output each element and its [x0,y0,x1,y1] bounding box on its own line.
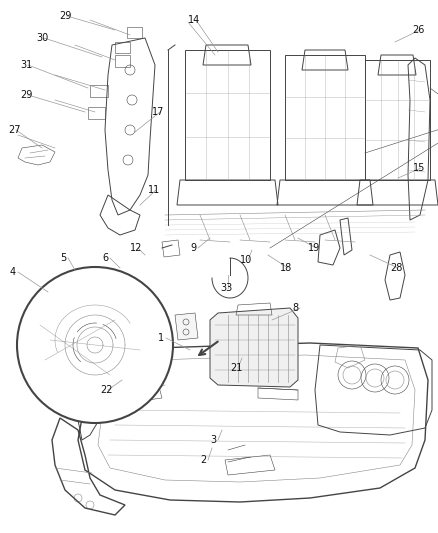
Text: 21: 21 [230,363,242,373]
Text: 2: 2 [200,455,206,465]
Text: 14: 14 [188,15,200,25]
Text: 19: 19 [308,243,320,253]
Text: 28: 28 [390,263,403,273]
Polygon shape [175,313,198,340]
Text: 18: 18 [280,263,292,273]
Text: 17: 17 [152,107,164,117]
Text: 22: 22 [100,385,113,395]
Text: 33: 33 [220,283,232,293]
Text: 6: 6 [102,253,108,263]
Text: 4: 4 [10,267,16,277]
Circle shape [17,267,173,423]
Text: 29: 29 [20,90,32,100]
Text: 30: 30 [36,33,48,43]
Text: 29: 29 [59,11,71,21]
Text: 10: 10 [240,255,252,265]
Text: 9: 9 [190,243,196,253]
Text: 12: 12 [130,243,142,253]
Text: 1: 1 [158,333,164,343]
Text: 8: 8 [292,303,298,313]
Text: 3: 3 [210,435,216,445]
Polygon shape [210,308,298,387]
Text: 15: 15 [413,163,425,173]
Text: 31: 31 [20,60,32,70]
Text: 27: 27 [8,125,21,135]
Text: 11: 11 [148,185,160,195]
Text: 26: 26 [412,25,424,35]
Text: 5: 5 [60,253,66,263]
